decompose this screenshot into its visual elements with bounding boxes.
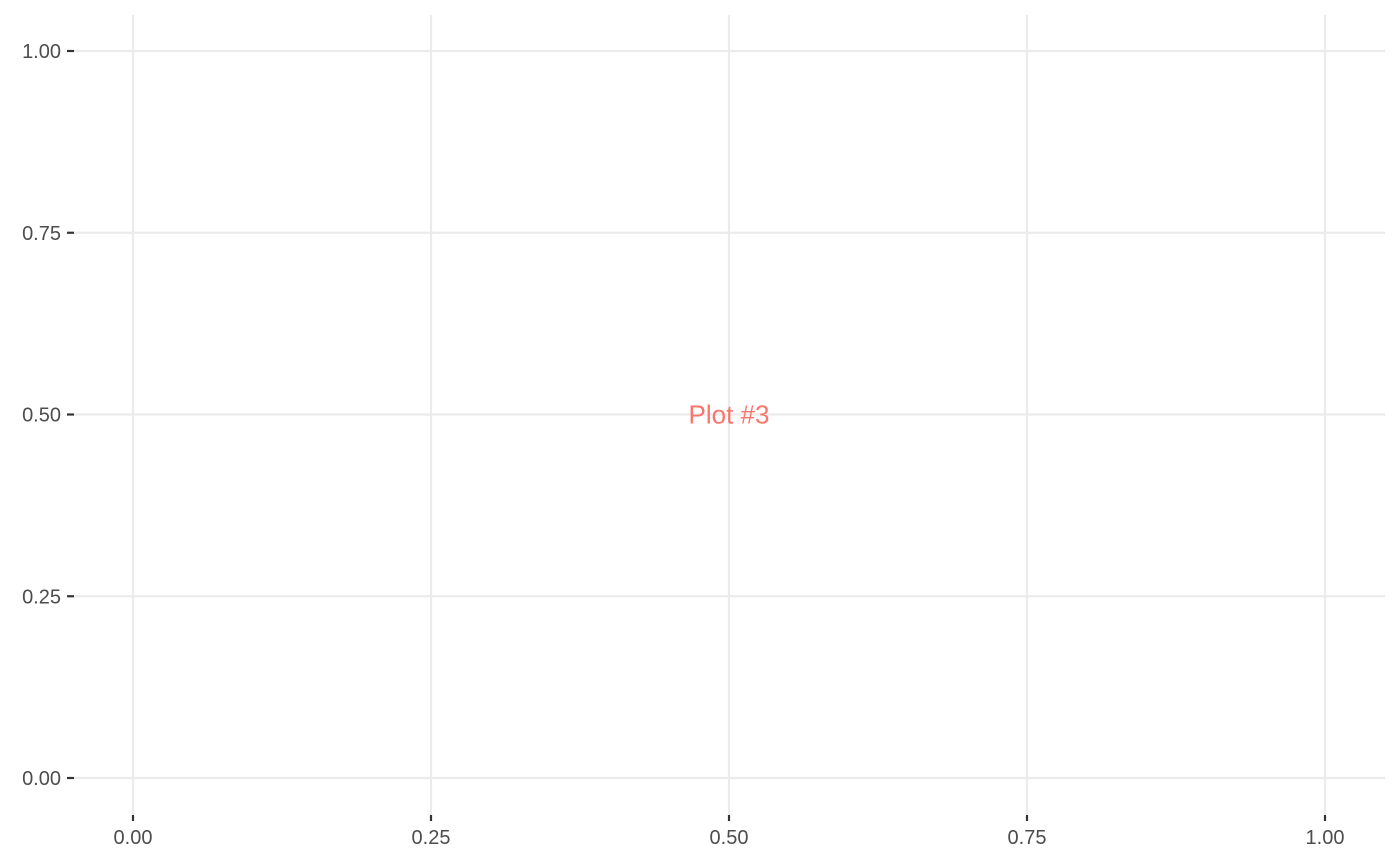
x-tick-label: 0.00	[114, 827, 153, 849]
y-tick-label: 0.00	[22, 768, 61, 790]
x-tick-label: 0.25	[412, 827, 451, 849]
y-tick-label: 1.00	[22, 41, 61, 63]
x-tick-label: 1.00	[1306, 827, 1345, 849]
x-axis: 0.00 0.25 0.50 0.75 1.00	[114, 815, 1345, 849]
y-tick-label: 0.50	[22, 405, 61, 427]
y-tick-label: 0.75	[22, 223, 61, 245]
y-tick-label: 0.25	[22, 586, 61, 608]
annotations: Plot #3	[689, 400, 770, 430]
y-axis: 0.00 0.25 0.50 0.75 1.00	[22, 41, 74, 790]
x-tick-label: 0.50	[710, 827, 749, 849]
y-gridlines	[74, 49, 1385, 780]
annotation-text: Plot #3	[689, 400, 770, 430]
x-tick-label: 0.75	[1008, 827, 1047, 849]
